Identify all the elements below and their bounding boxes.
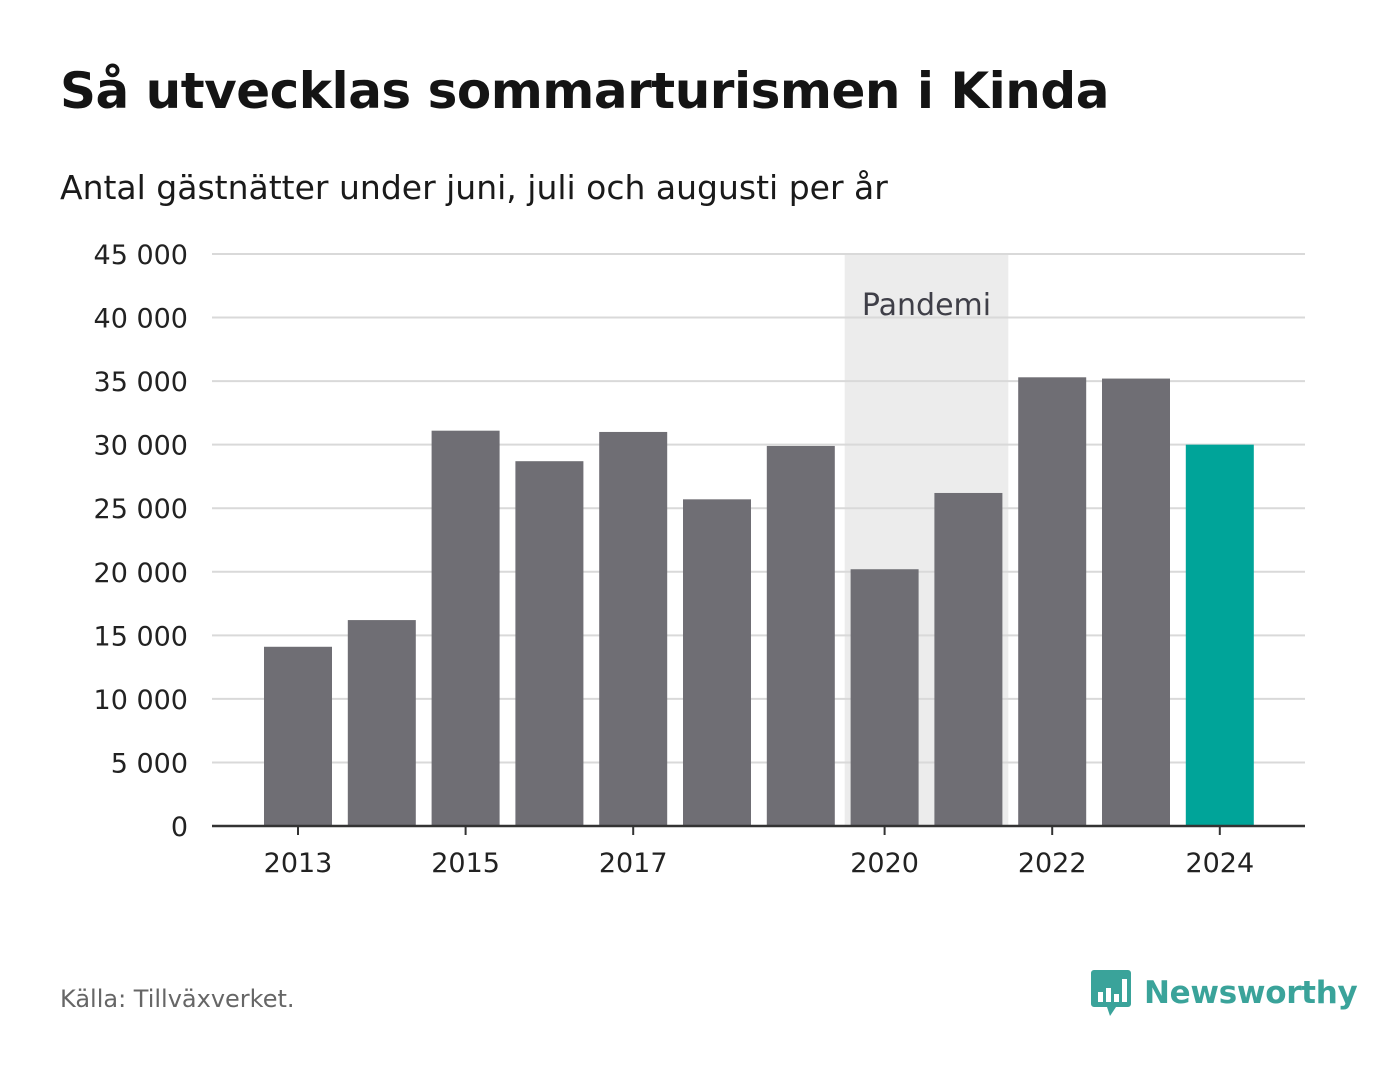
y-tick-label: 25 000 — [94, 494, 188, 525]
bar — [683, 499, 751, 826]
bar — [599, 431, 668, 826]
bar-chart-speech-bubble-icon — [1091, 970, 1131, 1016]
y-tick-label: 40 000 — [94, 304, 188, 335]
bar — [347, 620, 416, 826]
bar — [431, 430, 500, 826]
bar — [1102, 378, 1170, 826]
y-tick-label: 15 000 — [94, 621, 188, 652]
y-tick-label: 35 000 — [94, 367, 188, 398]
bar — [1185, 444, 1254, 826]
x-tick-label: 2013 — [264, 848, 333, 879]
bar — [1018, 377, 1087, 826]
x-tick-label: 2022 — [1018, 848, 1087, 879]
x-tick-label: 2020 — [850, 848, 919, 879]
y-tick-label: 5 000 — [111, 748, 188, 779]
bar — [934, 492, 1003, 826]
source-note: Källa: Tillväxverket. — [60, 985, 295, 1013]
bar — [515, 461, 584, 826]
brand-logo: Newsworthy — [1090, 968, 1358, 1018]
y-tick-label: 10 000 — [94, 685, 188, 716]
y-tick-label: 20 000 — [94, 558, 188, 589]
x-tick-label: 2024 — [1185, 848, 1254, 879]
bar — [766, 445, 835, 826]
y-tick-label: 30 000 — [94, 431, 188, 462]
brand-name: Newsworthy — [1144, 975, 1358, 1011]
x-tick-label: 2015 — [431, 848, 500, 879]
chart-title: Så utvecklas sommarturismen i Kinda — [60, 62, 1109, 120]
y-tick-label: 45 000 — [94, 240, 188, 271]
bar — [264, 646, 332, 826]
annotation-label: Pandemi — [862, 288, 991, 323]
y-tick-label: 0 — [171, 812, 188, 843]
x-tick-label: 2017 — [599, 848, 668, 879]
bar — [850, 569, 919, 826]
chart-subtitle: Antal gästnätter under juni, juli och au… — [60, 168, 888, 207]
